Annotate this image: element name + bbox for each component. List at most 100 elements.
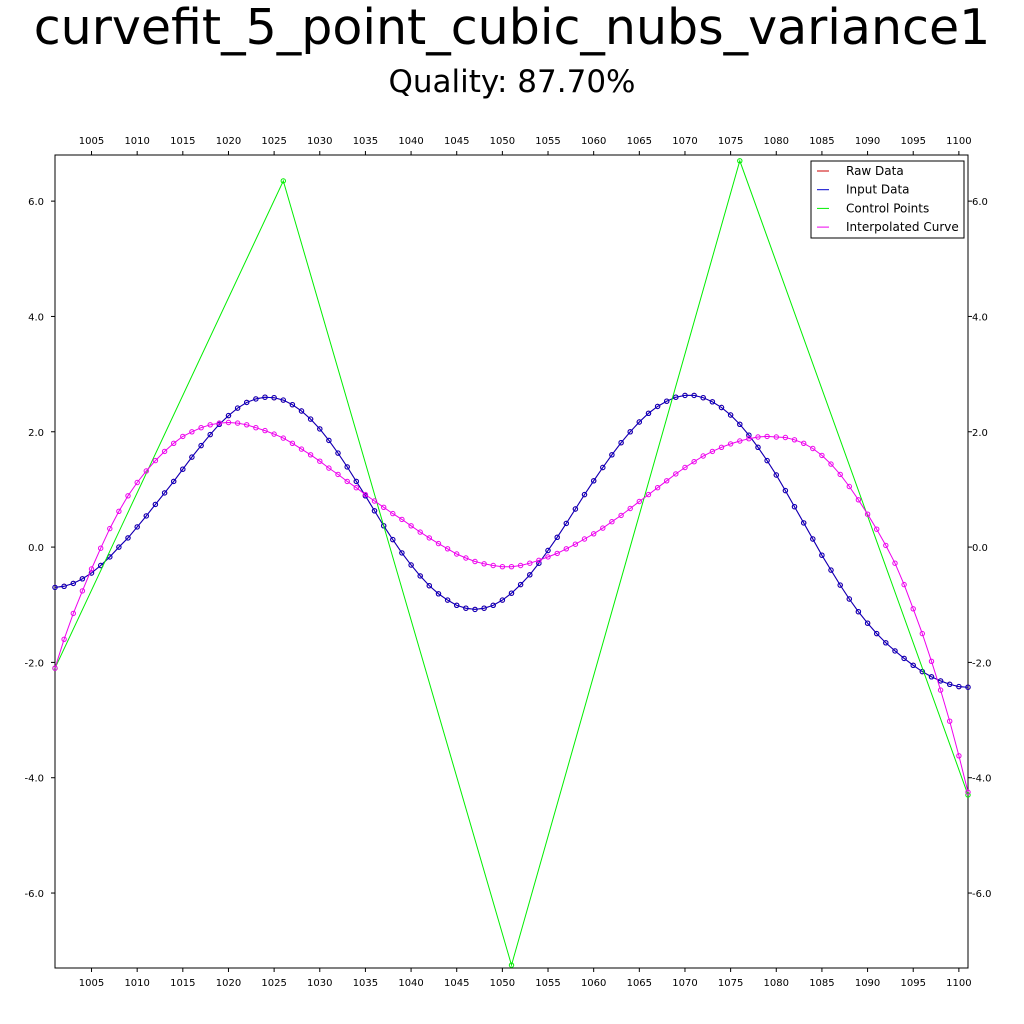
interpolated-curve-point bbox=[143, 468, 150, 474]
interpolated-curve-point bbox=[408, 523, 414, 529]
input-data-point bbox=[554, 534, 560, 540]
interpolated-curve-point bbox=[810, 445, 816, 452]
interpolated-curve-point bbox=[618, 512, 624, 519]
input-data-point bbox=[801, 520, 807, 526]
input-data-point bbox=[152, 501, 159, 508]
input-data-point bbox=[207, 431, 213, 438]
legend-label: Control Points bbox=[846, 201, 929, 215]
interpolated-curve-point bbox=[755, 434, 761, 440]
x-tick-label-bottom: 1050 bbox=[490, 978, 515, 989]
input-data-point bbox=[691, 392, 697, 399]
input-data-point bbox=[791, 504, 798, 510]
x-tick-label-top: 1025 bbox=[261, 136, 286, 147]
input-data-point bbox=[956, 683, 962, 690]
interpolated-curve-point bbox=[782, 434, 789, 441]
interpolated-curve-point bbox=[344, 478, 350, 485]
x-tick-label-top: 1015 bbox=[170, 136, 195, 147]
interpolated-curve-point bbox=[70, 610, 77, 617]
input-data-point bbox=[727, 412, 734, 418]
interpolated-curve-point bbox=[828, 461, 834, 467]
x-tick-label-bottom: 1035 bbox=[353, 978, 378, 989]
interpolated-curve-point bbox=[189, 429, 195, 435]
interpolated-curve-point bbox=[216, 420, 223, 426]
input-data-point bbox=[472, 606, 478, 613]
input-data-point bbox=[682, 392, 688, 399]
x-tick-label-bottom: 1065 bbox=[627, 978, 652, 989]
interpolated-curve-point bbox=[928, 658, 935, 664]
y-tick-label-right: -4.0 bbox=[972, 774, 992, 785]
interpolated-curve-point bbox=[545, 554, 551, 560]
interpolated-curve-point bbox=[864, 511, 871, 517]
input-data-point bbox=[673, 394, 679, 400]
interpolated-curve-point bbox=[79, 588, 86, 594]
input-data-point bbox=[79, 576, 86, 582]
chart-subtitle: Quality: 87.70% bbox=[388, 64, 636, 100]
input-data-point bbox=[609, 452, 615, 458]
input-data-point bbox=[435, 591, 442, 597]
interpolated-curve-point bbox=[791, 437, 798, 443]
legend: Raw Data Input Data Control Points Interpol… bbox=[810, 160, 965, 239]
input-data-point bbox=[180, 466, 186, 472]
input-data-point bbox=[709, 399, 716, 405]
interpolated-curve-point bbox=[61, 636, 67, 642]
input-data-point bbox=[527, 572, 533, 578]
control-points-point bbox=[737, 158, 743, 164]
input-data-point bbox=[810, 536, 816, 542]
input-data-point bbox=[508, 590, 515, 596]
input-data-point bbox=[837, 582, 843, 588]
y-tick-label-right: 2.0 bbox=[972, 428, 988, 439]
axis-ticks: 1005 1005 1010 1010 1015 1015 1020 1020 1025 1025… bbox=[24, 136, 991, 989]
x-tick-label-top: 1065 bbox=[627, 136, 652, 147]
input-data-point bbox=[481, 605, 487, 611]
interpolated-curve-point bbox=[937, 687, 944, 693]
input-data-point bbox=[901, 655, 907, 662]
input-data-point bbox=[737, 421, 743, 427]
interpolated-curve-point bbox=[271, 431, 277, 437]
input-data-point bbox=[399, 550, 405, 556]
input-data-point bbox=[417, 573, 423, 579]
x-tick-label-top: 1090 bbox=[855, 136, 880, 147]
input-data-point bbox=[545, 547, 551, 554]
interpolated-curve-point bbox=[152, 457, 159, 464]
x-tick-label-bottom: 1040 bbox=[398, 978, 423, 989]
interpolated-curve-point bbox=[390, 510, 396, 517]
interpolated-curve-point bbox=[454, 551, 460, 557]
input-data-point bbox=[883, 640, 889, 646]
interpolated-curve-point bbox=[883, 542, 889, 549]
x-tick-label-top: 1035 bbox=[353, 136, 378, 147]
input-data-point bbox=[846, 596, 852, 602]
legend-label: Interpolated Curve bbox=[846, 220, 959, 234]
x-tick-label-bottom: 1025 bbox=[261, 978, 286, 989]
input-data-point bbox=[271, 395, 277, 401]
interpolated-curve-point bbox=[171, 440, 177, 446]
input-data-point bbox=[517, 581, 524, 588]
interpolated-curve-point bbox=[910, 606, 916, 612]
input-data-point bbox=[864, 620, 871, 626]
interpolated-curve-point bbox=[654, 485, 661, 491]
interpolated-curve-point bbox=[855, 497, 862, 503]
x-tick-label-top: 1020 bbox=[216, 136, 241, 147]
input-data-point bbox=[289, 402, 296, 408]
input-data-point bbox=[280, 397, 286, 403]
interpolated-curve-point bbox=[198, 425, 204, 431]
input-data-point bbox=[189, 454, 195, 460]
input-data-point bbox=[143, 513, 150, 519]
interpolated-curve-point bbox=[846, 483, 852, 490]
input-data-point bbox=[618, 440, 624, 446]
input-data-point bbox=[782, 487, 789, 494]
interpolated-curve-point bbox=[965, 789, 971, 795]
interpolated-curve-point bbox=[508, 564, 515, 570]
input-data-point bbox=[426, 583, 432, 589]
interpolated-curve-point bbox=[289, 440, 296, 446]
interpolated-curve-point bbox=[307, 452, 314, 458]
interpolated-curve-point bbox=[591, 531, 597, 537]
legend-label: Raw Data bbox=[846, 164, 904, 178]
interpolated-curve-point bbox=[399, 516, 405, 523]
interpolated-curve-point bbox=[709, 448, 716, 455]
input-data-point bbox=[746, 432, 752, 438]
control-points-point bbox=[508, 962, 515, 968]
y-tick-label-right: 0.0 bbox=[972, 543, 988, 554]
y-tick-label-left: -2.0 bbox=[24, 658, 44, 669]
input-data-point bbox=[253, 396, 259, 402]
interpolated-curve-point bbox=[180, 433, 186, 440]
